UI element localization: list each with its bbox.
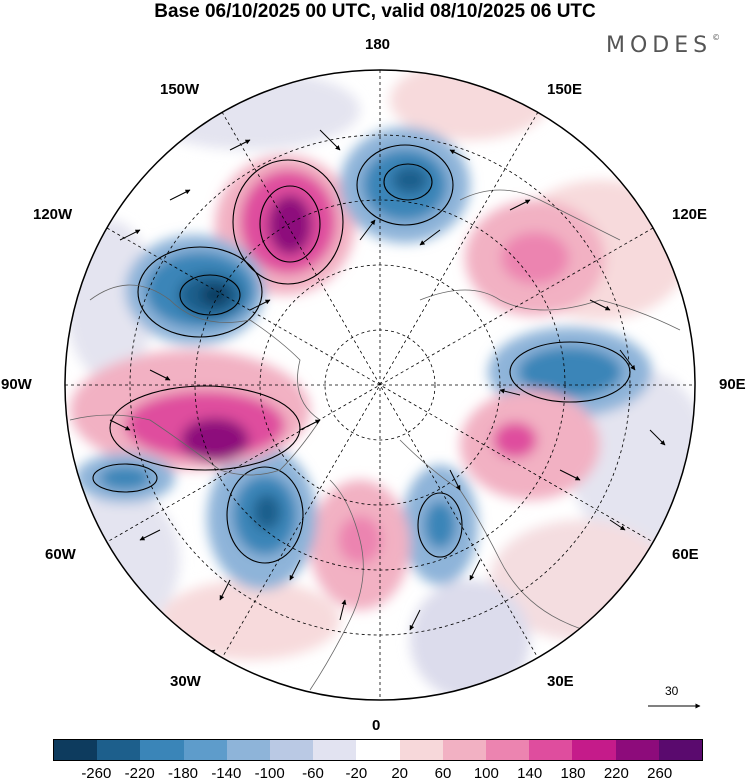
lon-150w: 150W (160, 81, 200, 98)
colorbar-label-5: -60 (302, 765, 324, 782)
lon-90w: 90W (1, 376, 32, 393)
colorbar-label-11: 180 (560, 765, 586, 782)
colorbar-label-8: 60 (434, 765, 452, 782)
colorbar-label-6: -20 (345, 765, 368, 782)
colorbar-cell-9 (442, 740, 487, 760)
lon-120e: 120E (672, 206, 708, 223)
anomaly-field (65, 70, 695, 700)
colorbar-label-4: -100 (254, 765, 285, 782)
lon-150e: 150E (547, 81, 583, 98)
colorbar-cell-8 (399, 740, 443, 760)
colorbar-cell-6 (313, 740, 357, 760)
colorbar-labels: -260 -220 -180 -140 -100 -60 -20 20 60 100 140 180 2… (0, 765, 750, 783)
colorbar-cell-13 (615, 740, 659, 760)
lon-0: 0 (372, 717, 381, 734)
map-boundary (64, 69, 696, 701)
colorbar-label-9: 100 (473, 765, 499, 782)
colorbar-cell-5 (270, 740, 314, 760)
colorbar-label-0: -260 (81, 765, 112, 782)
colorbar-label-2: -180 (167, 765, 199, 782)
colorbar-cell-11 (529, 740, 573, 760)
colorbar-cell-10 (486, 740, 530, 760)
lon-60w: 60W (45, 546, 76, 563)
lon-90e: 90E (719, 376, 746, 393)
lon-120w: 120W (33, 206, 73, 223)
logo-copyright: © (712, 33, 721, 42)
colorbar-label-1: -220 (124, 765, 155, 782)
modes-logo: MODES© (606, 33, 720, 58)
colorbar (53, 739, 703, 761)
colorbar-label-7: 20 (391, 765, 408, 782)
colorbar-label-13: 260 (647, 765, 673, 782)
colorbar-cell-2 (140, 740, 184, 760)
colorbar-cell-1 (97, 740, 141, 760)
logo-text: MODES (606, 33, 713, 58)
lon-180: 180 (365, 36, 391, 53)
colorbar-label-12: 220 (603, 765, 629, 782)
colorbar-cell-7 (356, 740, 400, 760)
map-title: Base 06/10/2025 00 UTC, valid 08/10/2025… (154, 1, 596, 22)
colorbar-label-3: -140 (211, 765, 242, 782)
colorbar-cell-3 (183, 740, 227, 760)
reference-vector-label: 30 (665, 684, 679, 698)
colorbar-label-10: 140 (517, 765, 543, 782)
colorbar-cell-12 (572, 740, 616, 760)
lon-30e: 30E (547, 673, 574, 690)
colorbar-cell-4 (226, 740, 271, 760)
lon-30w: 30W (170, 673, 201, 690)
lon-60e: 60E (672, 546, 699, 563)
colorbar-cell-14 (658, 740, 703, 760)
colorbar-cell-0 (54, 740, 98, 760)
